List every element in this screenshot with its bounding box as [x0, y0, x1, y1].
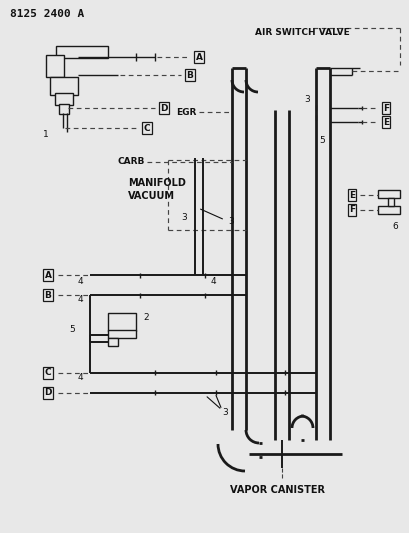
- Bar: [56, 46, 108, 58]
- Text: MANIFOLD: MANIFOLD: [128, 178, 185, 188]
- Text: F: F: [382, 103, 388, 112]
- Text: 3: 3: [222, 408, 227, 417]
- Bar: [108, 338, 118, 346]
- Text: 1: 1: [43, 130, 49, 139]
- Text: B: B: [186, 70, 193, 79]
- Text: B: B: [45, 290, 51, 300]
- Text: 3: 3: [181, 214, 187, 222]
- Bar: [377, 190, 399, 198]
- Text: AIR SWITCH VALVE: AIR SWITCH VALVE: [254, 28, 349, 36]
- Text: 5: 5: [69, 326, 75, 335]
- Text: D: D: [44, 389, 52, 398]
- Text: 3: 3: [227, 217, 233, 227]
- Text: C: C: [45, 368, 51, 377]
- Text: CARB: CARB: [117, 157, 145, 166]
- Text: VAPOR CANISTER: VAPOR CANISTER: [229, 485, 324, 495]
- Text: 4: 4: [77, 295, 83, 303]
- Text: A: A: [195, 52, 202, 61]
- Text: 3: 3: [303, 94, 309, 103]
- Text: 5: 5: [318, 136, 324, 145]
- Bar: [46, 55, 64, 77]
- Text: 4: 4: [77, 374, 83, 383]
- Bar: [50, 77, 78, 95]
- Bar: [108, 313, 136, 331]
- Text: EGR: EGR: [176, 108, 196, 117]
- Bar: [55, 93, 73, 105]
- Text: VACUUM: VACUUM: [128, 191, 175, 201]
- Text: D: D: [160, 103, 167, 112]
- Bar: [108, 330, 136, 338]
- Text: 4: 4: [210, 278, 215, 287]
- Text: A: A: [45, 271, 52, 279]
- Text: 8125 2400 A: 8125 2400 A: [10, 9, 84, 19]
- Bar: [377, 206, 399, 214]
- Text: C: C: [143, 124, 150, 133]
- Text: 6: 6: [391, 222, 397, 231]
- Text: 2: 2: [143, 312, 148, 321]
- Text: E: E: [348, 190, 354, 199]
- Bar: [59, 104, 69, 114]
- Text: 4: 4: [77, 278, 83, 287]
- Bar: [387, 198, 393, 206]
- Text: E: E: [382, 117, 388, 126]
- Text: F: F: [348, 206, 354, 214]
